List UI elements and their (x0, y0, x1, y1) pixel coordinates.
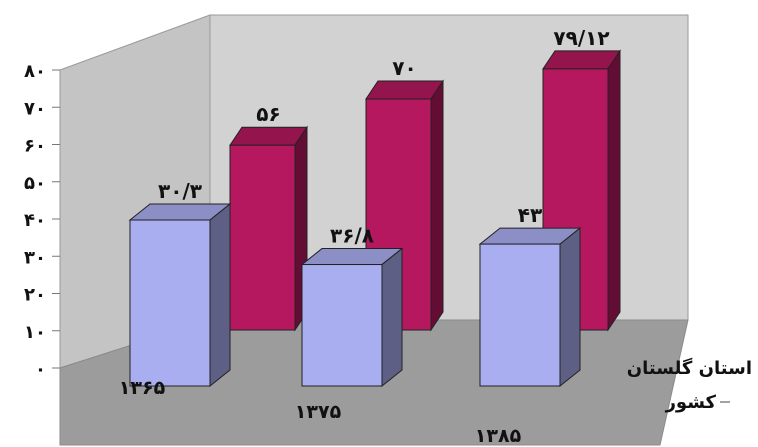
category-label: ۱۳۸۵ (475, 425, 522, 447)
bar-country (478, 227, 582, 388)
y-tick-label: ۵۰ (24, 173, 46, 194)
y-tick-label: ۴۰ (24, 210, 46, 231)
data-label: ۷۹/۱۲ (553, 26, 609, 50)
y-tick-label: ۱۰ (24, 322, 46, 343)
bar-country-front (301, 264, 383, 387)
bar-country-side (559, 227, 581, 388)
y-tick-label: ۳۰ (24, 247, 46, 268)
bar-country-front (129, 219, 211, 387)
series-label: استان گلستان (627, 357, 752, 379)
y-tick-label: ۶۰ (24, 136, 46, 157)
category-label: ۱۳۶۵ (119, 377, 166, 399)
y-tick-label: ۲۰ (24, 285, 46, 306)
bar-golestan (229, 125, 308, 332)
category-label: ۱۳۷۵ (295, 401, 342, 423)
bar-country-front (479, 243, 561, 387)
y-axis: ۰ ۱۰ ۲۰ ۳۰ ۴۰ ۵۰ ۶۰ ۷۰ ۸۰ (24, 61, 60, 380)
bars: ۵۶ ۷۰ ۷۹/۱۲ ۳۰/۳ ۳۶/۸ ۴۳ (128, 26, 621, 388)
bar-country (128, 202, 232, 388)
bar-golestan-side (607, 49, 621, 332)
bar-golestan-front (229, 144, 296, 331)
bar-country (300, 247, 404, 388)
series-labels: کشور استان گلستان (627, 357, 752, 413)
y-tick-label: ۰ (35, 359, 46, 380)
bar-country-side (381, 247, 403, 388)
data-label: ۳۶/۸ (330, 224, 374, 248)
data-label: ۷۰ (392, 56, 416, 80)
bar-country-side (209, 202, 231, 388)
data-label: ۳۰/۳ (158, 179, 202, 203)
bar-golestan-top (542, 50, 621, 70)
data-label: ۵۶ (256, 102, 280, 126)
bar-golestan-top (229, 126, 308, 146)
y-tick-label: ۷۰ (24, 98, 46, 119)
series-label: کشور (665, 392, 717, 413)
bar-golestan-side (430, 79, 444, 332)
category-labels: ۱۳۶۵ ۱۳۷۵ ۱۳۸۵ (119, 377, 522, 447)
bar-golestan-top (365, 80, 444, 100)
data-label: ۴۳ (518, 203, 542, 227)
y-tick-label: ۸۰ (24, 61, 46, 82)
